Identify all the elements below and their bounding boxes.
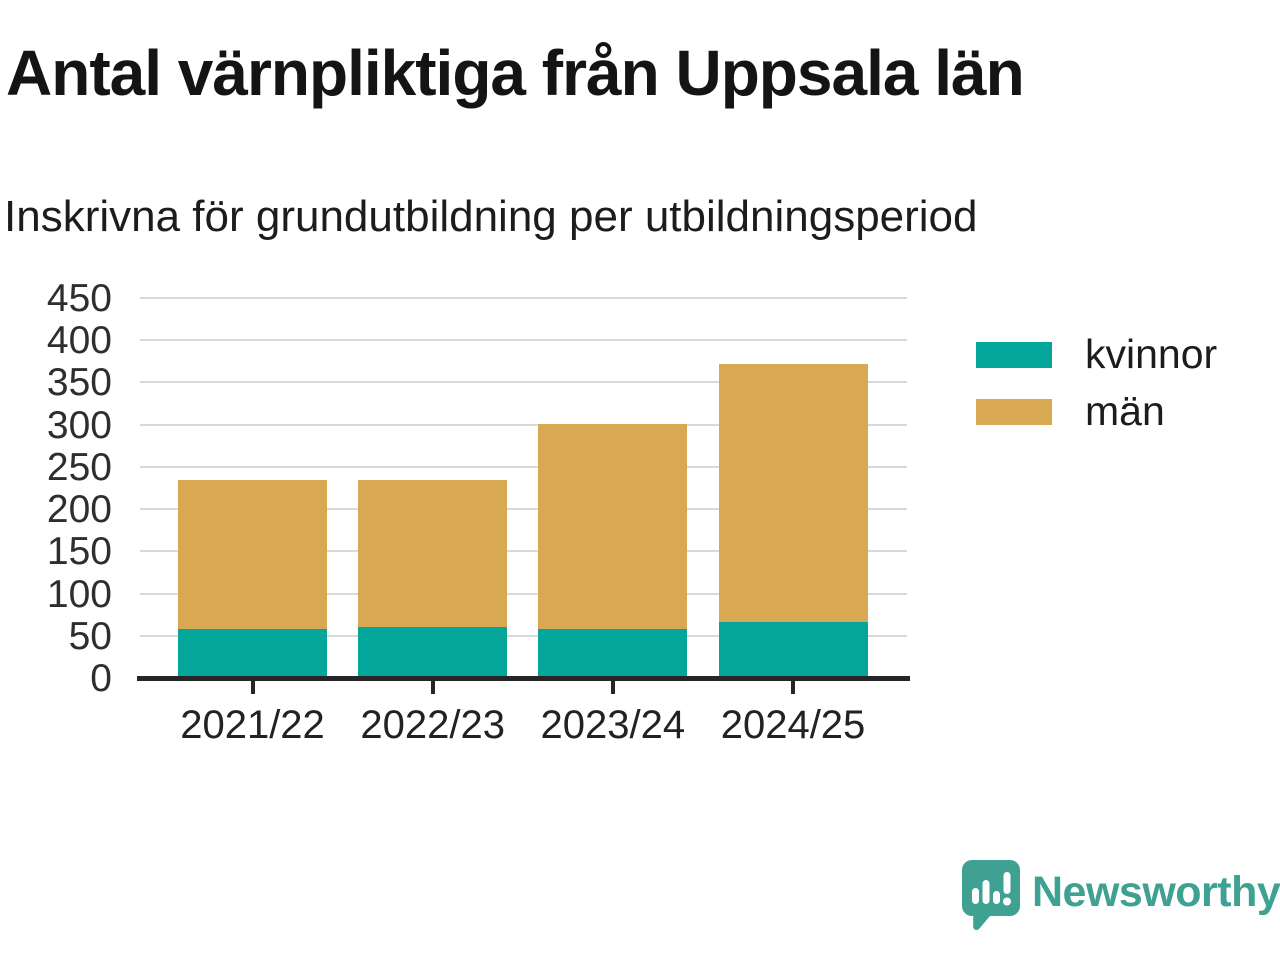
- gridline-400: [140, 339, 907, 342]
- bar-segment-män-2023/24: [538, 423, 688, 630]
- x-tick-2023/24: [610, 681, 615, 694]
- gridline-350: [140, 381, 907, 384]
- x-tick-label-2021/22: 2021/22: [180, 703, 325, 747]
- bar-segment-kvinnor-2024/25: [718, 622, 868, 678]
- gridline-250: [140, 465, 907, 468]
- page-subtitle: Inskrivna för grundutbildning per utbild…: [4, 192, 978, 241]
- y-tick-label-150: 150: [46, 530, 112, 574]
- legend-label: kvinnor: [1085, 331, 1218, 377]
- x-tick-label-2023/24: 2023/24: [540, 703, 686, 747]
- x-tick-2022/23: [430, 681, 435, 694]
- y-tick-label-250: 250: [46, 445, 112, 489]
- legend-swatch-man: [976, 399, 1052, 425]
- y-tick-label-300: 300: [46, 403, 112, 447]
- x-tick-2024/25: [791, 681, 795, 694]
- brand-name: Newsworthy: [1032, 868, 1280, 916]
- bar-segment-kvinnor-2021/22: [178, 629, 327, 678]
- page-title: Antal värnpliktiga från Uppsala län: [6, 37, 1025, 109]
- x-tick-2021/22: [250, 681, 255, 694]
- gridline-50: [140, 634, 907, 637]
- x-axis-line: [137, 676, 910, 681]
- bar-segment-kvinnor-2023/24: [538, 629, 688, 678]
- y-tick-label-350: 350: [46, 361, 112, 405]
- legend-swatch-kvinnor: [976, 342, 1052, 368]
- y-tick-label-450: 450: [46, 277, 112, 320]
- plot-area: [140, 297, 907, 678]
- x-tick-label-2024/25: 2024/25: [720, 703, 866, 747]
- x-tick-label-2022/23: 2022/23: [360, 703, 505, 747]
- gridline-150: [140, 550, 907, 553]
- y-tick-label-50: 50: [68, 614, 112, 658]
- bar-segment-män-2022/23: [358, 479, 508, 627]
- bar-segment-män-2021/22: [178, 479, 327, 630]
- bar-segment-män-2024/25: [718, 363, 868, 623]
- y-tick-label-0: 0: [90, 657, 112, 700]
- y-tick-label-100: 100: [46, 572, 112, 616]
- gridline-300: [140, 423, 907, 426]
- gridline-450: [140, 297, 907, 299]
- gridline-100: [140, 592, 907, 595]
- gridline-200: [140, 508, 907, 511]
- legend-label: män: [1085, 388, 1165, 434]
- y-tick-label-200: 200: [46, 488, 112, 532]
- bar-segment-kvinnor-2022/23: [358, 626, 508, 678]
- y-tick-label-400: 400: [46, 319, 112, 363]
- brand-footer: Newsworthy: [962, 860, 1280, 940]
